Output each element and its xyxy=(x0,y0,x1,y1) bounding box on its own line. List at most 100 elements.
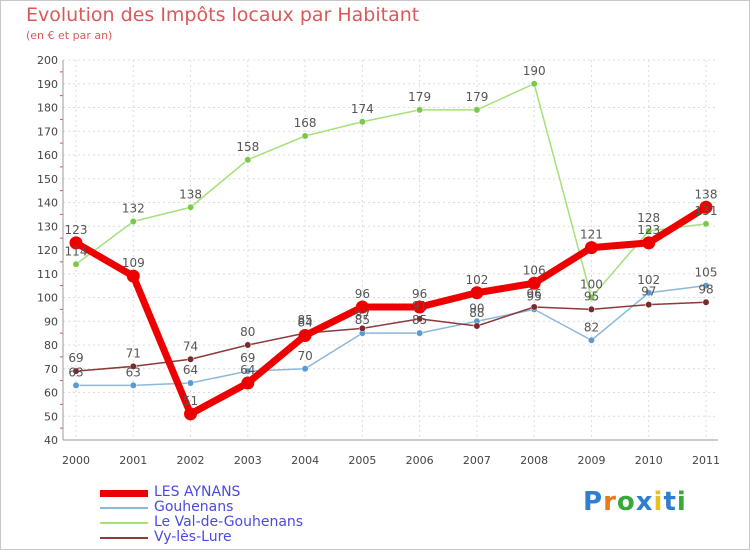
data-point xyxy=(126,269,140,283)
x-tick-label: 2002 xyxy=(177,454,205,467)
x-tick-label: 2004 xyxy=(291,454,319,467)
data-point xyxy=(645,289,653,297)
data-label: 96 xyxy=(355,287,370,301)
data-label: 74 xyxy=(183,339,198,353)
data-point xyxy=(244,367,252,375)
data-point xyxy=(301,132,309,140)
data-point xyxy=(129,218,137,225)
data-label: 102 xyxy=(637,273,660,287)
data-point xyxy=(702,282,710,290)
data-label: 174 xyxy=(351,102,374,116)
logo-letter: P xyxy=(583,487,604,517)
data-point xyxy=(699,200,713,214)
data-label: 69 xyxy=(68,351,83,365)
y-tick-label: 170 xyxy=(37,125,58,138)
proxiti-logo: Proxiti xyxy=(583,487,687,517)
data-label: 85 xyxy=(355,313,370,327)
y-tick-label: 60 xyxy=(44,387,58,400)
data-point xyxy=(530,303,538,311)
data-label: 105 xyxy=(695,266,718,280)
data-point xyxy=(358,118,366,126)
data-point xyxy=(72,367,80,375)
legend-swatch xyxy=(100,489,148,497)
x-tick-label: 2011 xyxy=(692,454,720,467)
data-point xyxy=(588,336,595,344)
y-tick-label: 160 xyxy=(37,149,58,162)
data-point xyxy=(413,300,427,314)
y-tick-label: 190 xyxy=(37,78,58,91)
data-label: 123 xyxy=(637,223,660,237)
data-point xyxy=(301,365,309,373)
data-label: 98 xyxy=(698,282,713,296)
x-tick-label: 2010 xyxy=(635,454,663,467)
data-point xyxy=(129,381,137,389)
x-tick-label: 2005 xyxy=(348,454,376,467)
x-tick-label: 2007 xyxy=(463,454,491,467)
data-point xyxy=(187,203,194,211)
data-point xyxy=(584,241,598,255)
series-line xyxy=(75,83,707,299)
data-label: 138 xyxy=(695,187,718,201)
data-label: 132 xyxy=(122,202,145,216)
data-label: 168 xyxy=(294,116,317,130)
data-label: 63 xyxy=(126,365,141,379)
x-tick-label: 2008 xyxy=(520,454,548,467)
data-point xyxy=(72,260,80,268)
logo-letter: r xyxy=(603,487,617,517)
data-label: 96 xyxy=(527,287,542,301)
data-label: 123 xyxy=(65,223,88,237)
logo-letter: t xyxy=(663,487,677,517)
data-label: 91 xyxy=(412,299,427,313)
x-tick-label: 2000 xyxy=(62,454,90,467)
data-label: 69 xyxy=(240,351,255,365)
data-label: 82 xyxy=(584,320,599,334)
data-point xyxy=(588,305,595,313)
legend-label: Gouhenans xyxy=(154,499,234,515)
data-label: 70 xyxy=(297,349,312,363)
data-label: 109 xyxy=(122,256,145,270)
series-line xyxy=(72,203,710,418)
data-label: 63 xyxy=(68,365,83,379)
legend-swatch xyxy=(100,507,148,509)
data-point xyxy=(241,376,255,390)
data-point xyxy=(244,156,252,164)
legend-swatch xyxy=(100,537,148,539)
y-tick-label: 80 xyxy=(44,339,58,352)
data-label: 51 xyxy=(183,394,198,408)
data-label: 179 xyxy=(465,90,488,104)
data-point xyxy=(72,381,80,389)
data-label: 97 xyxy=(641,285,656,299)
data-label: 179 xyxy=(408,90,431,104)
legend-label: Vy-lès-Lure xyxy=(154,529,232,545)
data-point xyxy=(184,407,198,421)
data-label: 80 xyxy=(240,325,255,339)
x-tick-label: 2003 xyxy=(234,454,262,467)
data-label: 84 xyxy=(297,316,312,330)
data-point xyxy=(416,106,424,114)
data-label: 90 xyxy=(469,301,484,315)
data-point xyxy=(416,329,424,337)
legend-swatch xyxy=(100,522,148,524)
y-tick-label: 150 xyxy=(37,173,58,186)
data-point xyxy=(470,286,484,300)
data-label: 100 xyxy=(580,278,603,292)
data-point xyxy=(530,80,538,88)
y-tick-label: 90 xyxy=(44,315,58,328)
x-tick-label: 2001 xyxy=(119,454,147,467)
data-label: 190 xyxy=(523,64,546,78)
series-line xyxy=(75,301,707,372)
data-label: 85 xyxy=(297,313,312,327)
data-label: 85 xyxy=(412,313,427,327)
logo-letter: o xyxy=(616,487,636,517)
data-label: 131 xyxy=(695,204,718,218)
legend-item: LES AYNANS xyxy=(100,484,420,500)
data-point xyxy=(642,236,656,250)
data-label: 95 xyxy=(584,289,599,303)
data-label: 71 xyxy=(126,346,141,360)
data-point xyxy=(298,329,312,342)
data-point xyxy=(702,298,710,306)
y-tick-label: 120 xyxy=(37,244,58,257)
data-point xyxy=(473,322,481,330)
y-tick-label: 50 xyxy=(44,410,58,423)
